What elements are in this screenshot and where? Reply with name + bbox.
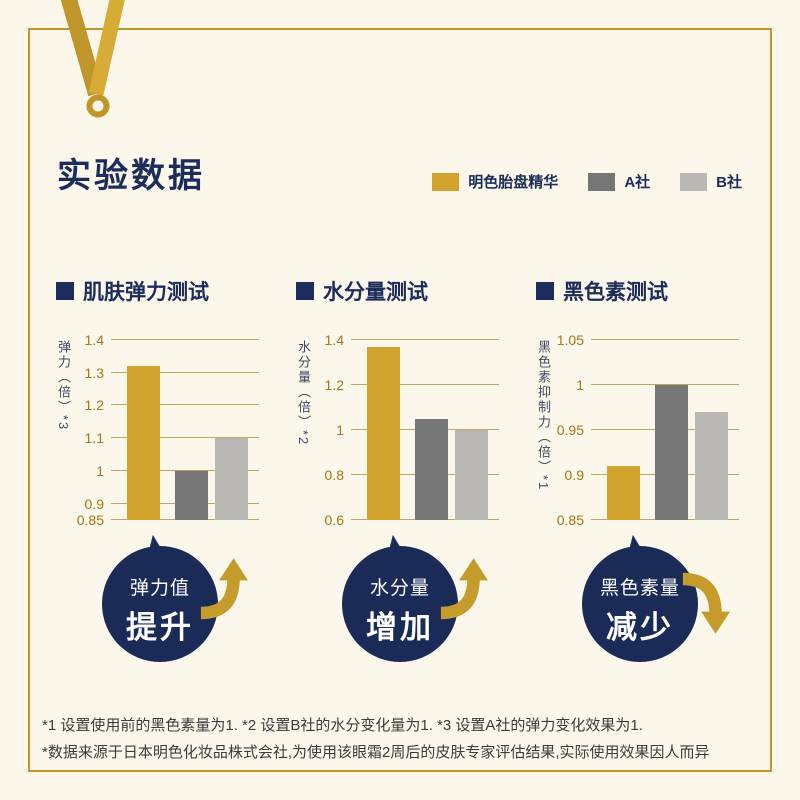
tick-label: 0.95 xyxy=(556,422,584,438)
bar-series-2 xyxy=(215,438,248,520)
chart-header: 黑色素测试 xyxy=(536,276,744,306)
gridline xyxy=(591,339,739,340)
section-bullet-icon xyxy=(56,282,74,300)
badge-subtitle: 弹力值 xyxy=(129,578,190,599)
tick-label: 0.85 xyxy=(76,512,104,528)
tick-label: 1 xyxy=(96,462,104,479)
chart-header: 肌肤弹力测试 xyxy=(56,276,264,306)
chart-plot-1: 0.6 0.8 1 1.2 1.4 xyxy=(325,332,499,528)
badge-subtitle: 黑色素量 xyxy=(599,578,680,599)
gridline xyxy=(111,339,259,340)
tick-label: 1.1 xyxy=(84,430,104,447)
legend-item-company-b: B社 xyxy=(680,171,742,192)
badge-elasticity-up: 弹力值 提升 xyxy=(102,533,248,662)
badge-moisture-up: 水分量 增加 xyxy=(342,533,488,662)
legend-item-company-a: A社 xyxy=(588,171,650,192)
tick-label: 1.2 xyxy=(324,377,344,393)
chart-header: 水分量测试 xyxy=(296,276,504,306)
badge-keyword: 增加 xyxy=(366,610,434,645)
badge-subtitle: 水分量 xyxy=(369,578,430,599)
tick-label: 1.4 xyxy=(324,332,344,348)
legend-label: 明色胎盘精华 xyxy=(468,174,559,191)
tick-label: 0.6 xyxy=(324,512,344,528)
ink-drip-icon xyxy=(144,533,162,554)
chart-plot-2: 0.85 0.9 0.95 1 1.05 xyxy=(557,332,739,528)
tick-label: 1 xyxy=(576,377,584,393)
chart-body: 水分量（倍）*2 0.6 0.8 1 1.2 1.4 xyxy=(296,332,504,528)
up-arrow-icon xyxy=(440,558,488,620)
ribbon-clip-icon xyxy=(60,0,125,118)
charts-row: 肌肤弹力测试 弹力（倍）*3 0.85 0.9 1 1.1 1.2 1.3 1.4 水分量测… xyxy=(56,276,744,528)
ink-drip-icon xyxy=(384,533,402,554)
chart-legend: 明色胎盘精华 A社 B社 xyxy=(432,171,742,192)
legend-label: B社 xyxy=(716,174,742,191)
legend-item-product: 明色胎盘精华 xyxy=(432,171,558,192)
tick-label: 1.3 xyxy=(84,364,104,381)
ink-drip-icon xyxy=(624,533,642,554)
badge-keyword: 提升 xyxy=(126,610,194,645)
y-axis-label: 黑色素抑制力（倍）*1 xyxy=(536,340,551,492)
gridline xyxy=(591,384,739,385)
bar-series-1 xyxy=(655,385,688,520)
chart-section-moisture: 水分量测试 水分量（倍）*2 0.6 0.8 1 1.2 1.4 xyxy=(296,276,504,528)
chart-section-melanin: 黑色素测试 黑色素抑制力（倍）*1 0.85 0.9 0.95 1 1.05 xyxy=(536,276,744,528)
chart-title: 水分量测试 xyxy=(323,281,428,304)
bar-series-2 xyxy=(455,430,488,520)
footnotes: *1 设置使用前的黑色素量为1. *2 设置B社的水分变化量为1. *3 设置A… xyxy=(42,712,764,766)
badge-keyword: 减少 xyxy=(606,610,674,645)
tick-label: 1.4 xyxy=(84,332,104,348)
chart-body: 弹力（倍）*3 0.85 0.9 1 1.1 1.2 1.3 1.4 xyxy=(56,332,264,528)
legend-swatch-lightgray xyxy=(680,172,708,191)
y-axis-label: 弹力（倍）*3 xyxy=(56,340,71,432)
chart-plot-0: 0.85 0.9 1 1.1 1.2 1.3 1.4 xyxy=(77,332,259,528)
chart-title: 黑色素测试 xyxy=(563,281,668,304)
bar-series-1 xyxy=(415,418,448,520)
gridline xyxy=(111,469,259,471)
gridline xyxy=(111,404,259,406)
section-bullet-icon xyxy=(536,282,554,300)
y-axis-label: 水分量（倍）*2 xyxy=(296,340,311,447)
legend-swatch-darkgray xyxy=(588,172,616,191)
bar-series-0 xyxy=(607,466,640,520)
bar-series-0 xyxy=(127,366,160,520)
badges-row: 弹力值 提升 水分量 增加 xyxy=(56,533,744,662)
legend-swatch-gold xyxy=(432,172,460,191)
bar-series-1 xyxy=(175,470,208,520)
chart-title: 肌肤弹力测试 xyxy=(83,281,209,304)
tick-label: 0.8 xyxy=(324,467,344,483)
legend-label: A社 xyxy=(624,174,651,191)
badge-column: 弹力值 提升 xyxy=(56,533,264,662)
gridline xyxy=(351,384,499,385)
tick-label: 1 xyxy=(336,422,344,438)
tick-label: 1.05 xyxy=(556,332,584,348)
page-title: 实验数据 xyxy=(57,157,205,195)
up-arrow-icon xyxy=(200,558,248,620)
badge-melanin-down: 黑色素量 减少 xyxy=(582,533,730,662)
chart-section-elasticity: 肌肤弹力测试 弹力（倍）*3 0.85 0.9 1 1.1 1.2 1.3 1.4 xyxy=(56,276,264,528)
footnote-line-1: *1 设置使用前的黑色素量为1. *2 设置B社的水分变化量为1. *3 设置A… xyxy=(42,717,643,734)
badge-column: 水分量 增加 xyxy=(296,533,504,662)
section-bullet-icon xyxy=(296,282,314,300)
gridline xyxy=(351,339,499,340)
tick-label: 0.9 xyxy=(84,495,104,512)
gridline xyxy=(111,371,259,373)
chart-body: 黑色素抑制力（倍）*1 0.85 0.9 0.95 1 1.05 xyxy=(536,332,744,528)
tick-label: 1.2 xyxy=(84,397,104,414)
bar-series-2 xyxy=(695,412,728,520)
gridline xyxy=(111,437,259,439)
bar-series-0 xyxy=(367,346,400,520)
tick-label: 0.85 xyxy=(556,512,584,528)
tick-label: 0.9 xyxy=(564,467,584,483)
down-arrow-icon xyxy=(682,572,730,634)
footnote-line-2: *数据来源于日本明色化妆品株式会社,为使用该眼霜2周后的皮肤专家评估结果,实际使… xyxy=(42,744,710,761)
badge-column: 黑色素量 减少 xyxy=(536,533,744,662)
